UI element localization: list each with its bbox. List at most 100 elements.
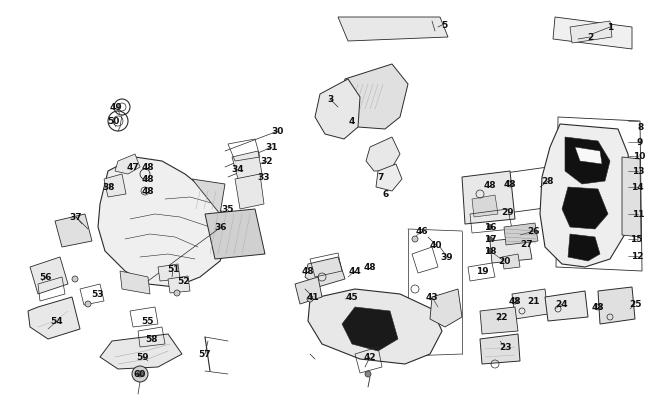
Text: 38: 38 bbox=[103, 183, 115, 192]
Circle shape bbox=[488, 225, 493, 230]
Polygon shape bbox=[430, 289, 462, 327]
Polygon shape bbox=[598, 287, 635, 324]
Text: 58: 58 bbox=[146, 335, 158, 344]
Circle shape bbox=[174, 290, 180, 296]
Polygon shape bbox=[575, 148, 602, 164]
Text: 14: 14 bbox=[630, 183, 644, 192]
Circle shape bbox=[488, 237, 493, 242]
Polygon shape bbox=[192, 179, 225, 215]
Text: 48: 48 bbox=[509, 297, 521, 306]
Text: 40: 40 bbox=[430, 241, 442, 250]
Polygon shape bbox=[376, 164, 402, 192]
Text: 34: 34 bbox=[231, 165, 244, 174]
Text: 22: 22 bbox=[495, 313, 507, 322]
Text: 19: 19 bbox=[476, 267, 488, 276]
Text: 48: 48 bbox=[504, 180, 516, 189]
Text: 21: 21 bbox=[526, 297, 539, 306]
Polygon shape bbox=[168, 276, 190, 293]
Text: 50: 50 bbox=[107, 117, 119, 126]
Text: 25: 25 bbox=[629, 300, 642, 309]
Polygon shape bbox=[205, 209, 265, 259]
Polygon shape bbox=[472, 196, 498, 217]
Polygon shape bbox=[28, 297, 80, 339]
Polygon shape bbox=[30, 257, 68, 294]
Circle shape bbox=[488, 249, 493, 254]
Polygon shape bbox=[338, 18, 448, 42]
Text: 10: 10 bbox=[633, 152, 645, 161]
Text: 49: 49 bbox=[110, 103, 122, 112]
Text: 55: 55 bbox=[142, 317, 154, 326]
Polygon shape bbox=[305, 257, 345, 287]
Text: 5: 5 bbox=[441, 20, 447, 30]
Polygon shape bbox=[504, 224, 538, 245]
Text: 9: 9 bbox=[637, 138, 644, 147]
Text: 36: 36 bbox=[214, 223, 227, 232]
Text: 11: 11 bbox=[632, 210, 644, 219]
Text: 27: 27 bbox=[521, 240, 533, 249]
Text: 41: 41 bbox=[307, 293, 319, 302]
Text: 1: 1 bbox=[607, 23, 613, 32]
Polygon shape bbox=[490, 237, 532, 263]
Polygon shape bbox=[104, 175, 126, 198]
Polygon shape bbox=[568, 234, 600, 261]
Text: 43: 43 bbox=[426, 293, 438, 302]
Polygon shape bbox=[565, 138, 610, 185]
Text: 48: 48 bbox=[364, 263, 376, 272]
Polygon shape bbox=[342, 307, 398, 351]
Polygon shape bbox=[480, 334, 520, 364]
Text: 37: 37 bbox=[70, 213, 83, 222]
Circle shape bbox=[132, 366, 148, 382]
Text: 8: 8 bbox=[638, 123, 644, 132]
Circle shape bbox=[85, 301, 91, 307]
Circle shape bbox=[412, 237, 418, 243]
Text: 47: 47 bbox=[127, 163, 139, 172]
Text: 48: 48 bbox=[142, 163, 154, 172]
Circle shape bbox=[307, 296, 313, 302]
Text: 46: 46 bbox=[416, 227, 428, 236]
Circle shape bbox=[137, 371, 143, 377]
Polygon shape bbox=[295, 277, 322, 304]
Polygon shape bbox=[338, 65, 408, 130]
Circle shape bbox=[72, 276, 78, 282]
Polygon shape bbox=[540, 125, 632, 267]
Text: 6: 6 bbox=[383, 190, 389, 199]
Polygon shape bbox=[235, 175, 264, 209]
Polygon shape bbox=[366, 138, 400, 172]
Text: 48: 48 bbox=[142, 175, 154, 184]
Polygon shape bbox=[308, 289, 442, 364]
Text: 20: 20 bbox=[498, 257, 510, 266]
Circle shape bbox=[512, 298, 518, 304]
Text: 48: 48 bbox=[484, 181, 497, 190]
Text: 33: 33 bbox=[258, 173, 270, 182]
Text: 52: 52 bbox=[177, 277, 189, 286]
Text: 17: 17 bbox=[484, 235, 497, 244]
Polygon shape bbox=[622, 158, 641, 237]
Polygon shape bbox=[562, 188, 608, 230]
Text: 28: 28 bbox=[541, 177, 554, 186]
Text: 18: 18 bbox=[484, 247, 496, 256]
Text: 60: 60 bbox=[134, 370, 146, 379]
Text: 32: 32 bbox=[261, 157, 273, 166]
Text: 51: 51 bbox=[167, 265, 179, 274]
Text: 2: 2 bbox=[587, 34, 593, 43]
Polygon shape bbox=[100, 334, 182, 369]
Text: 24: 24 bbox=[556, 300, 568, 309]
Text: 3: 3 bbox=[327, 95, 333, 104]
Text: 48: 48 bbox=[142, 187, 154, 196]
Circle shape bbox=[365, 371, 371, 377]
Circle shape bbox=[507, 181, 513, 188]
Polygon shape bbox=[570, 22, 612, 44]
Text: 56: 56 bbox=[40, 273, 52, 282]
Polygon shape bbox=[512, 289, 548, 319]
Polygon shape bbox=[158, 264, 180, 281]
Text: 12: 12 bbox=[630, 252, 644, 261]
Text: 45: 45 bbox=[346, 293, 358, 302]
Text: 7: 7 bbox=[378, 173, 384, 182]
Polygon shape bbox=[120, 271, 150, 294]
Text: 59: 59 bbox=[136, 353, 150, 362]
Text: 42: 42 bbox=[364, 353, 376, 362]
Text: 48: 48 bbox=[302, 267, 315, 276]
Circle shape bbox=[595, 304, 601, 310]
Polygon shape bbox=[232, 151, 262, 179]
Polygon shape bbox=[502, 254, 520, 269]
